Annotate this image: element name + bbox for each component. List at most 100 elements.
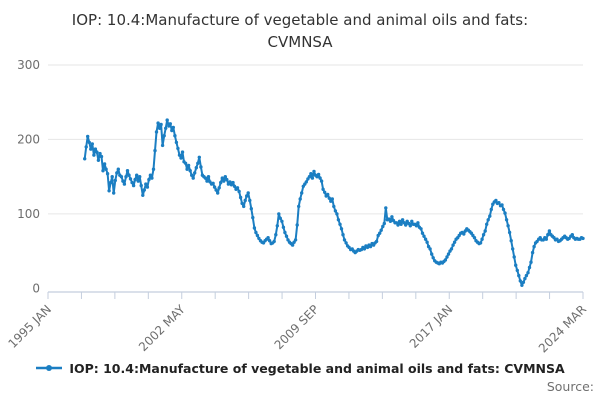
series-marker: [203, 176, 208, 180]
series-marker: [310, 176, 315, 180]
series-marker: [503, 211, 507, 215]
series-marker: [408, 224, 412, 228]
series-marker: [116, 167, 121, 171]
series-marker: [316, 172, 321, 177]
series-marker: [526, 271, 530, 275]
series-marker: [446, 252, 451, 256]
series-marker: [194, 166, 198, 170]
series-marker: [113, 178, 118, 183]
series-marker: [101, 169, 105, 173]
series-marker: [190, 173, 194, 177]
series-marker: [547, 229, 552, 233]
series-marker: [338, 222, 342, 226]
series-marker: [521, 280, 526, 284]
series-marker: [506, 224, 510, 228]
series-marker: [220, 176, 224, 180]
series-marker: [518, 279, 522, 283]
x-axis-tick-label: 2009 SEP: [272, 302, 322, 352]
series-marker: [318, 176, 322, 180]
series-marker: [125, 169, 130, 173]
legend-item[interactable]: IOP: 10.4:Manufacture of vegetable and a…: [35, 361, 565, 376]
series-marker: [148, 173, 153, 177]
series-marker: [104, 167, 108, 171]
series-marker: [255, 233, 260, 238]
series-marker: [483, 229, 487, 233]
series-marker: [507, 230, 512, 235]
series-marker: [494, 198, 498, 203]
series-marker: [127, 173, 131, 177]
series-marker: [529, 260, 533, 264]
series-marker: [174, 140, 179, 145]
series-marker: [138, 175, 142, 179]
series-marker: [368, 244, 373, 249]
series-marker: [243, 198, 247, 203]
series-marker: [142, 188, 146, 192]
series-marker: [95, 150, 99, 154]
series-marker: [336, 218, 341, 222]
x-axis-tick-label: 2017 JAN: [407, 302, 456, 351]
series-marker: [185, 167, 189, 171]
legend: IOP: 10.4:Manufacture of vegetable and a…: [0, 358, 600, 378]
series-marker: [300, 191, 304, 195]
series-marker: [515, 268, 519, 273]
series-marker: [179, 156, 183, 160]
series-marker: [235, 186, 240, 190]
series-marker: [157, 126, 162, 130]
series-marker: [177, 153, 182, 157]
series-marker: [122, 182, 127, 186]
series-marker: [381, 224, 385, 229]
series-marker: [206, 175, 211, 179]
series-marker: [452, 240, 457, 244]
series-marker: [160, 143, 165, 148]
series-marker: [307, 175, 312, 179]
series-marker: [164, 126, 168, 130]
series-marker: [96, 158, 101, 162]
series-marker: [423, 237, 428, 241]
series-marker: [321, 187, 325, 191]
series-marker: [217, 186, 221, 190]
series-marker: [396, 223, 400, 227]
series-marker: [147, 177, 151, 182]
series-marker: [159, 122, 163, 127]
series-marker: [248, 198, 252, 203]
chart-title-line2: CVMNSA: [267, 33, 333, 51]
series-marker: [523, 276, 527, 281]
series-marker: [339, 227, 344, 231]
series-marker: [304, 180, 308, 184]
series-marker: [422, 234, 426, 238]
series-marker: [173, 134, 177, 138]
series-marker: [504, 218, 509, 222]
series-marker: [165, 118, 169, 122]
source-text: Source:: [546, 379, 594, 394]
series-marker: [281, 225, 286, 229]
series-marker: [430, 252, 434, 256]
series-marker: [501, 207, 506, 212]
series-marker: [546, 233, 550, 237]
series-marker: [133, 177, 137, 182]
series-marker: [414, 224, 419, 228]
series-line: [83, 119, 584, 287]
series-marker: [242, 204, 246, 209]
series-marker: [425, 240, 429, 244]
series-marker: [416, 221, 420, 225]
series-marker: [330, 197, 334, 201]
line-chart-plot-area: 0 100 200 300 1995 JAN 2002 MAY 2009 SEP 2017 J…: [5, 58, 589, 355]
series-marker: [390, 215, 394, 219]
series-marker: [107, 189, 111, 193]
series-marker: [141, 193, 145, 197]
series-marker: [462, 232, 466, 236]
series-marker: [105, 172, 110, 176]
series-marker: [119, 175, 124, 179]
series-marker: [124, 175, 128, 179]
series-marker: [341, 233, 345, 237]
series-marker: [183, 161, 188, 165]
x-axis-tick-label: 2024 MAR: [536, 302, 589, 355]
series-marker: [532, 244, 536, 249]
series-marker: [327, 196, 331, 200]
series-marker: [92, 153, 96, 157]
series-marker: [171, 125, 175, 130]
series-marker: [478, 241, 483, 245]
x-axis-tick-label: 1995 JAN: [5, 302, 54, 351]
legend-line-marker-icon: [36, 365, 63, 371]
series-marker: [278, 216, 282, 220]
